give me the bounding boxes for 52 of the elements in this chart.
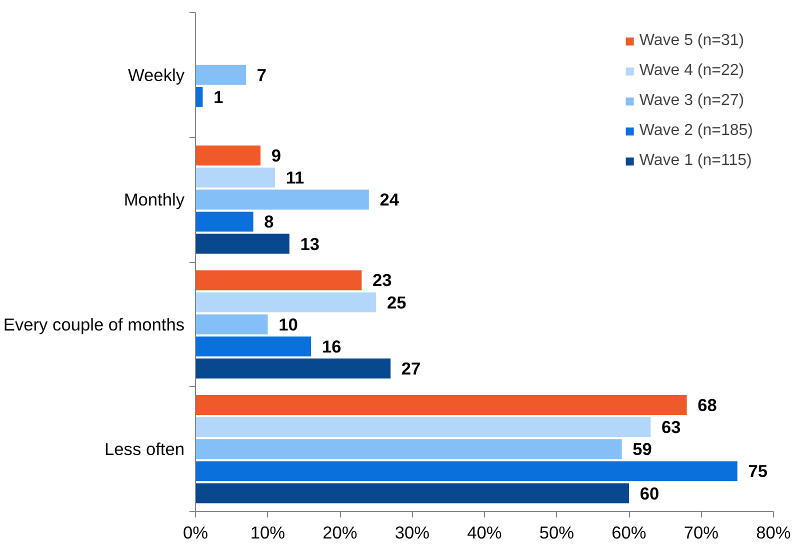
x-tick-label: 30% xyxy=(394,522,430,542)
x-tick-label: 20% xyxy=(322,522,358,542)
x-tick-label: 50% xyxy=(539,522,574,542)
x-tick-label: 80% xyxy=(756,522,791,542)
x-tick-label: 40% xyxy=(467,522,502,542)
data-label: 25 xyxy=(386,292,407,312)
data-label: 10 xyxy=(278,314,298,334)
legend-label: Wave 5 (n=31) xyxy=(639,32,744,50)
bar xyxy=(196,461,738,482)
legend-label: Wave 3 (n=27) xyxy=(639,92,744,110)
x-tick-label: 70% xyxy=(684,522,719,542)
data-label: 11 xyxy=(286,168,304,188)
bar xyxy=(196,336,312,356)
bar xyxy=(196,394,687,415)
legend-label: Wave 1 (n=115) xyxy=(639,152,752,170)
data-label: 63 xyxy=(662,417,682,438)
bar xyxy=(196,64,246,85)
y-tick-label: Monthly xyxy=(124,190,185,210)
bar xyxy=(196,212,254,232)
bar xyxy=(196,190,369,210)
bar xyxy=(196,145,261,166)
data-label: 75 xyxy=(748,461,768,482)
bar xyxy=(196,234,290,254)
bar xyxy=(196,483,629,504)
y-tick-label: Every couple of months xyxy=(3,314,185,334)
y-tick-label: Weekly xyxy=(128,64,185,85)
data-label: 60 xyxy=(640,483,660,504)
x-tick-label: 0% xyxy=(182,522,208,542)
bar xyxy=(196,417,651,438)
bar xyxy=(196,168,275,188)
bar xyxy=(196,292,376,312)
bar xyxy=(196,314,268,334)
data-label: 24 xyxy=(380,190,400,210)
bar xyxy=(196,86,203,107)
bar xyxy=(196,270,362,290)
y-tick-label: Less often xyxy=(104,439,185,460)
x-tick-label: 60% xyxy=(612,522,646,542)
bar xyxy=(196,439,622,460)
data-label: 68 xyxy=(698,394,718,415)
data-label: 27 xyxy=(401,358,421,379)
data-label: 9 xyxy=(271,145,282,166)
data-label: 1 xyxy=(214,86,224,107)
bar xyxy=(196,358,391,379)
data-label: 8 xyxy=(264,212,274,232)
data-label: 16 xyxy=(322,336,342,356)
x-tick-label: 10% xyxy=(250,522,286,542)
legend-label: Wave 4 (n=22) xyxy=(639,62,744,80)
data-label: 7 xyxy=(256,64,267,85)
data-label: 59 xyxy=(632,439,652,460)
data-label: 13 xyxy=(300,234,320,254)
data-label: 23 xyxy=(372,270,392,290)
legend-label: Wave 2 (n=185) xyxy=(639,122,753,140)
